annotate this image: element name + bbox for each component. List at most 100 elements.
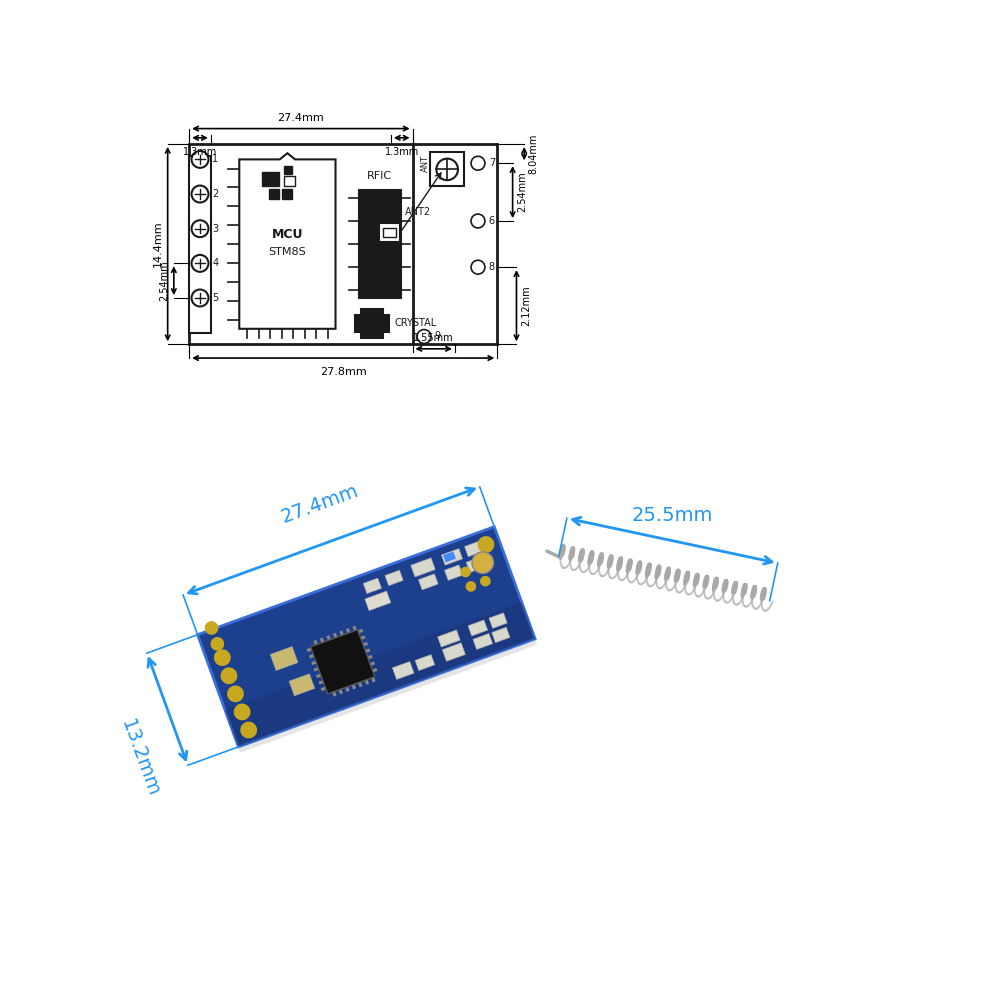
Text: 2.12mm: 2.12mm [522,285,532,326]
Bar [358,682,362,687]
Circle shape [228,686,243,702]
Circle shape [211,638,223,650]
Bar [365,592,390,611]
Text: 1.3mm: 1.3mm [183,147,217,157]
Circle shape [191,220,208,237]
Circle shape [466,582,475,591]
Bar [313,667,319,672]
Circle shape [191,255,208,272]
Bar [437,630,460,647]
Bar [489,613,508,629]
Bar [491,628,510,643]
Bar [225,602,536,747]
Bar [270,647,298,671]
Bar [385,571,403,586]
Bar [346,628,350,634]
Bar [358,629,363,634]
Bar [363,579,381,594]
Bar [306,648,312,652]
Text: SW: SW [367,207,383,217]
Bar [339,631,344,636]
Bar [345,687,349,692]
Circle shape [480,577,490,586]
Circle shape [191,151,208,168]
Text: ANT: ANT [421,155,430,172]
Bar [338,689,343,695]
Bar [378,223,400,242]
Bar [262,172,279,186]
Text: 2: 2 [212,189,218,199]
Text: 27.4mm: 27.4mm [278,481,361,528]
Text: 8.04mm: 8.04mm [529,133,539,174]
Text: 3: 3 [212,223,218,233]
Text: 2.54mm: 2.54mm [518,172,528,212]
Text: 9: 9 [434,331,441,341]
Bar [415,655,434,671]
Circle shape [471,552,493,574]
Bar [472,634,492,650]
Bar [309,654,314,659]
Bar [352,626,357,631]
Bar [361,308,383,338]
Circle shape [471,214,484,228]
Bar [358,190,401,298]
Circle shape [478,537,493,553]
Bar [332,692,336,697]
Bar [189,155,211,332]
Bar [364,680,369,685]
Bar [360,636,365,640]
Circle shape [475,563,484,572]
Bar [311,661,316,665]
Circle shape [221,668,236,684]
Circle shape [417,329,431,343]
Bar [189,144,497,344]
Circle shape [191,289,208,306]
Bar [410,558,435,577]
Bar [466,558,484,573]
Bar [351,684,356,690]
Bar [318,680,323,685]
Bar [365,649,370,653]
Text: 1.3mm: 1.3mm [384,147,418,157]
Bar [284,166,291,174]
Circle shape [191,185,208,202]
Bar [320,687,326,691]
Bar [333,633,337,639]
Text: 2.54mm: 2.54mm [159,260,169,301]
Bar [468,620,487,636]
Text: 1.55mm: 1.55mm [413,333,454,343]
Bar [284,175,294,186]
Bar [367,655,372,660]
Bar [289,674,314,696]
Text: ANT2: ANT2 [404,207,431,217]
Text: 8: 8 [488,262,494,272]
Bar [310,630,374,694]
Circle shape [436,158,457,180]
Text: 14.4mm: 14.4mm [153,221,163,267]
Bar [354,315,389,332]
Text: 13.2mm: 13.2mm [117,717,163,800]
Polygon shape [239,153,335,328]
Text: 27.4mm: 27.4mm [277,113,324,123]
Text: 7: 7 [488,158,495,168]
Circle shape [471,156,484,170]
Bar [238,638,538,753]
Text: 25.5mm: 25.5mm [632,507,713,526]
Bar [443,552,455,563]
Bar [430,152,464,186]
Bar [444,565,462,581]
Circle shape [234,705,250,720]
Circle shape [205,622,217,635]
Bar [362,642,368,647]
Text: 5: 5 [212,293,218,303]
Circle shape [461,568,470,577]
Bar [316,674,321,678]
Bar [281,189,292,198]
Bar [326,635,331,641]
Bar [313,640,317,646]
Circle shape [214,650,230,666]
Bar [383,228,395,237]
Bar [371,677,375,683]
Bar [268,189,279,198]
Bar [464,542,482,557]
